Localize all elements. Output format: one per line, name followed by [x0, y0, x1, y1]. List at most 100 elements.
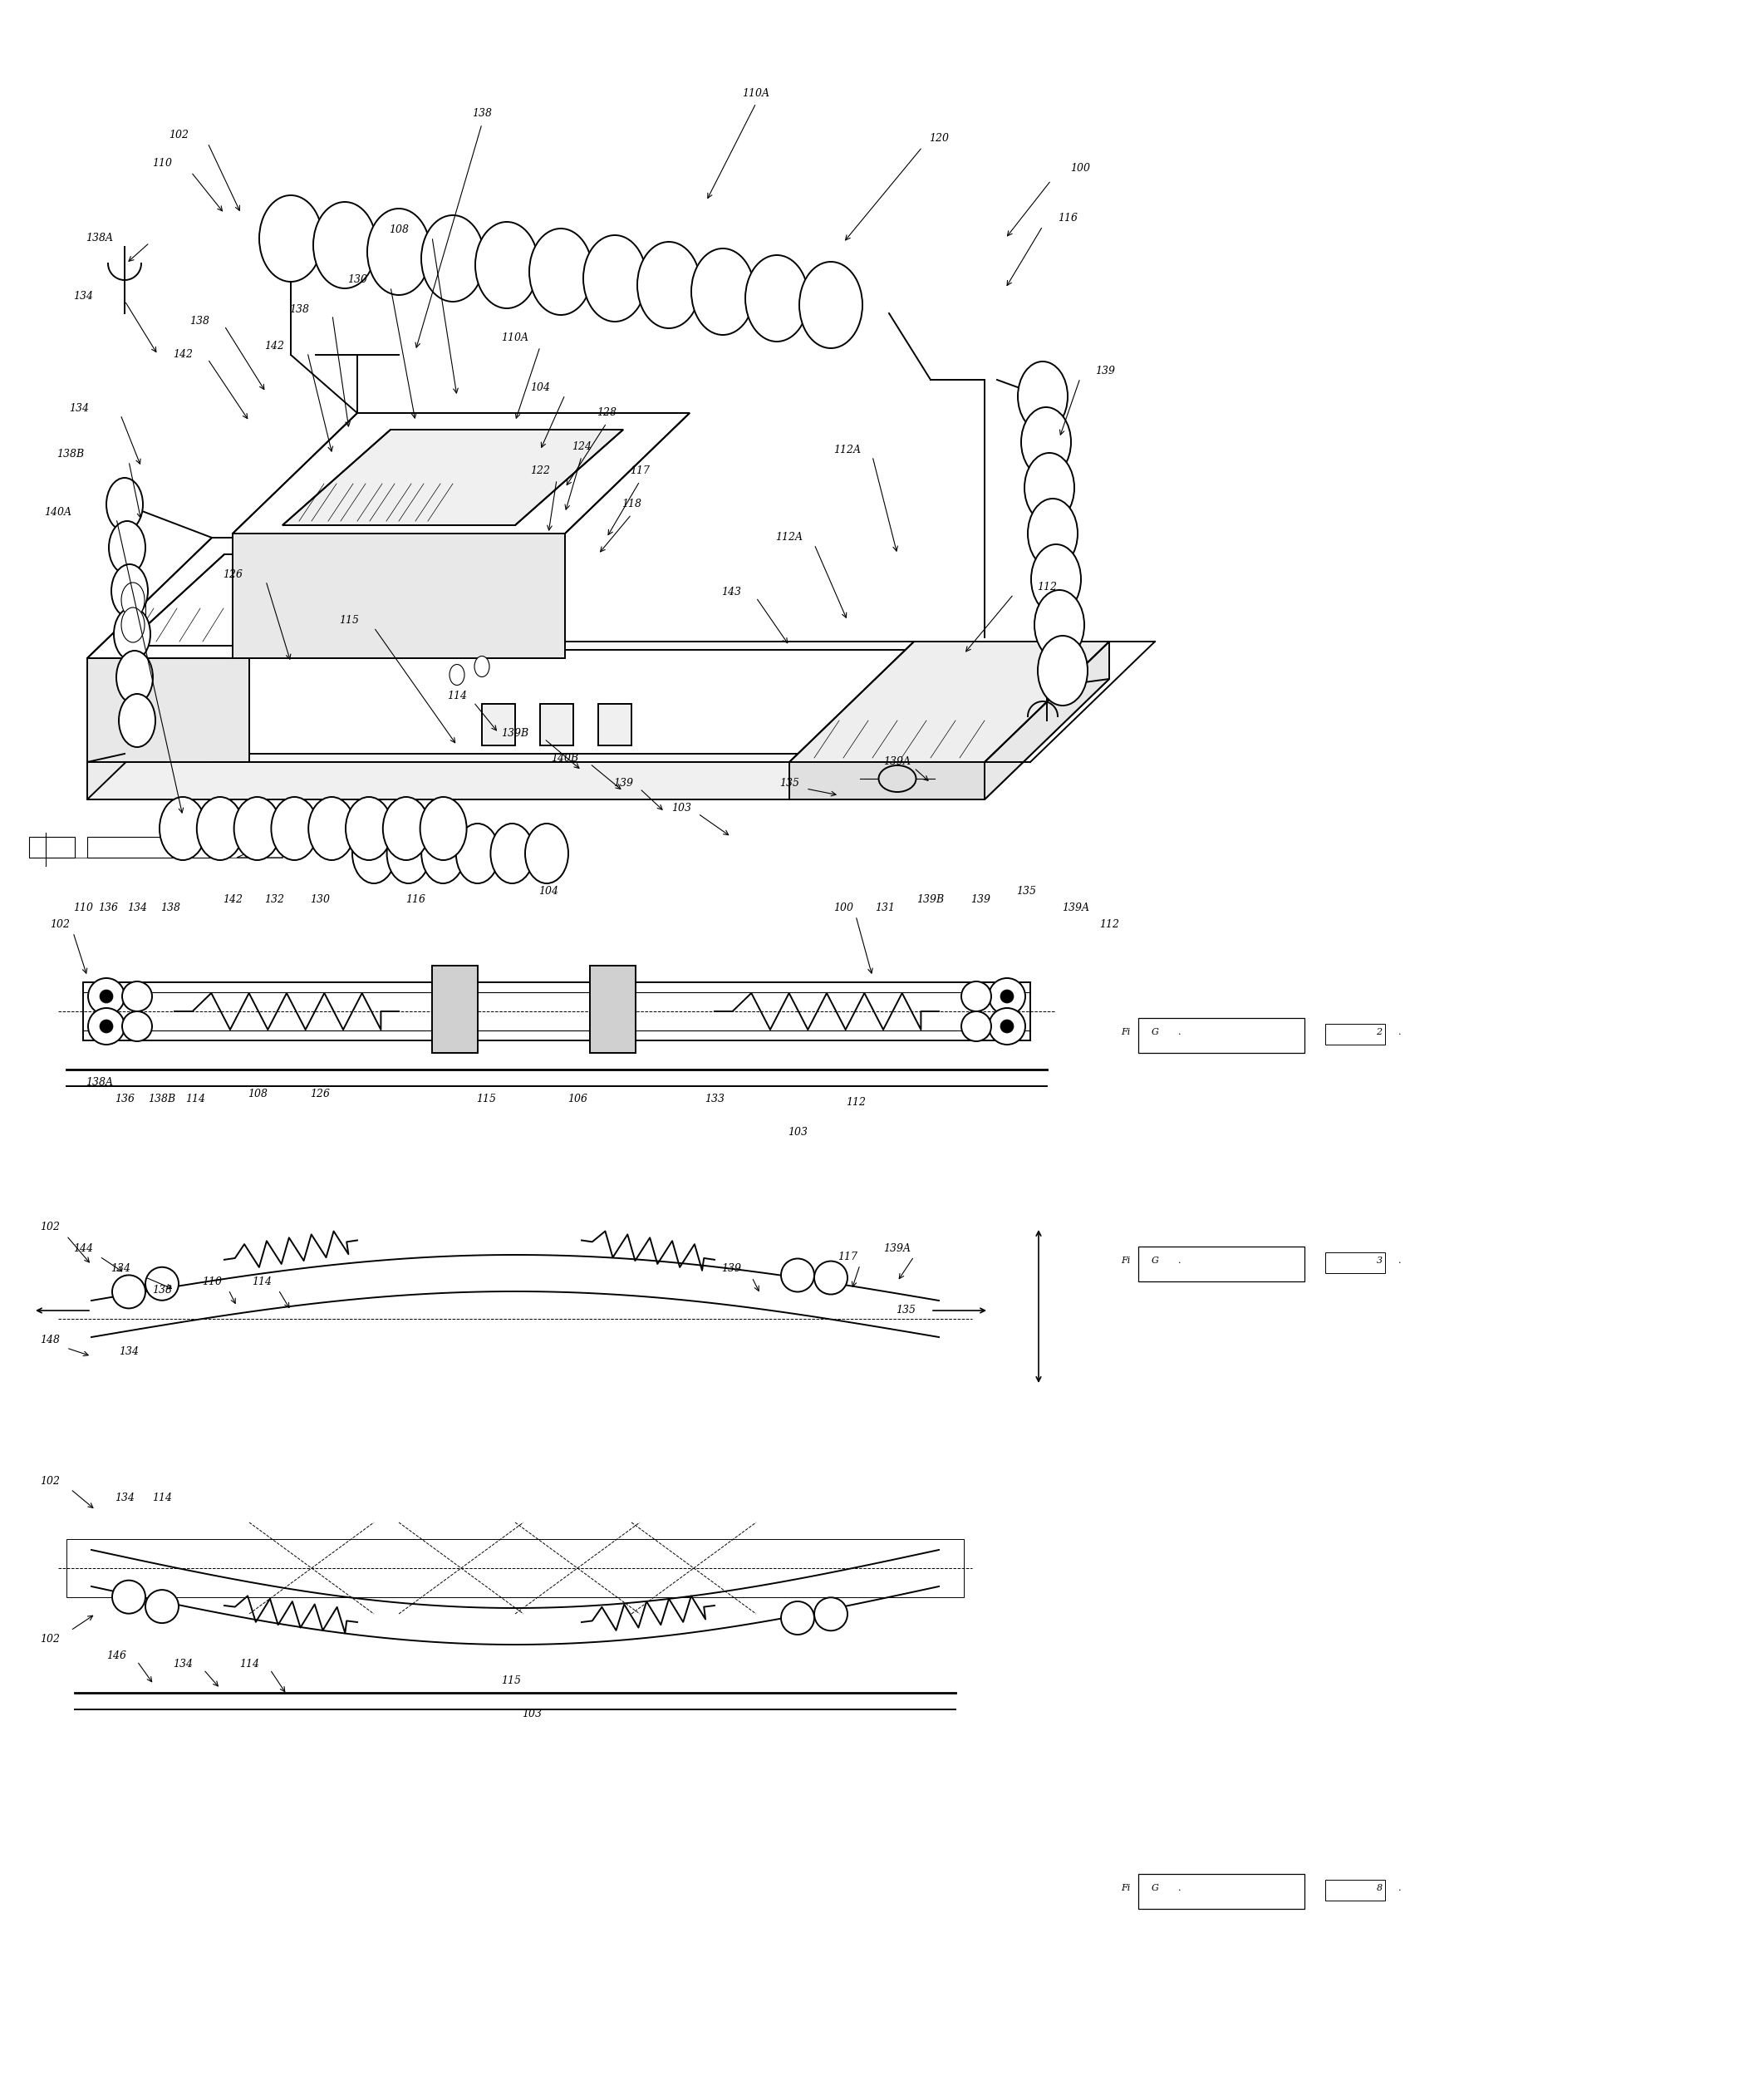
Text: 100: 100 — [834, 903, 853, 913]
Ellipse shape — [112, 565, 148, 617]
Ellipse shape — [450, 664, 464, 685]
Text: 3: 3 — [1376, 1256, 1383, 1264]
Text: 104: 104 — [530, 382, 549, 393]
Text: 142: 142 — [173, 349, 194, 361]
Ellipse shape — [108, 521, 145, 573]
Bar — [1325, 1879, 1385, 1900]
Text: 116: 116 — [1057, 212, 1078, 223]
Text: 115: 115 — [338, 615, 359, 626]
Text: .: . — [1399, 1029, 1402, 1035]
Text: 112A: 112A — [834, 445, 862, 456]
Polygon shape — [87, 643, 1109, 762]
Text: 139: 139 — [1095, 365, 1114, 376]
Text: 102: 102 — [40, 1634, 59, 1644]
Text: Fi: Fi — [1121, 1256, 1130, 1264]
Text: .: . — [1179, 1256, 1181, 1264]
Text: 143: 143 — [722, 586, 741, 596]
Ellipse shape — [879, 764, 916, 792]
Bar — [1139, 1247, 1305, 1281]
Text: 117: 117 — [837, 1252, 858, 1262]
Ellipse shape — [113, 607, 150, 662]
Ellipse shape — [476, 223, 539, 309]
Circle shape — [814, 1598, 848, 1632]
Ellipse shape — [122, 582, 145, 617]
Text: 139A: 139A — [884, 756, 910, 766]
Text: 138: 138 — [152, 1285, 173, 1296]
Circle shape — [99, 1021, 113, 1033]
Ellipse shape — [272, 798, 317, 861]
Ellipse shape — [1034, 590, 1085, 659]
Circle shape — [989, 979, 1025, 1014]
Circle shape — [99, 989, 113, 1004]
Text: 134: 134 — [127, 903, 146, 913]
Text: 114: 114 — [446, 691, 467, 701]
Ellipse shape — [159, 798, 206, 861]
Text: 108: 108 — [248, 1090, 267, 1100]
Text: G: G — [1151, 1256, 1158, 1264]
Text: 102: 102 — [40, 1222, 59, 1233]
Circle shape — [122, 981, 152, 1012]
Circle shape — [89, 1008, 124, 1044]
Bar — [87, 836, 220, 857]
Text: 139A: 139A — [884, 1243, 910, 1254]
Text: 106: 106 — [567, 1094, 588, 1105]
Text: 133: 133 — [705, 1094, 724, 1105]
Text: 116: 116 — [405, 895, 426, 905]
Bar — [481, 704, 514, 746]
Ellipse shape — [309, 798, 356, 861]
Bar — [1139, 1873, 1305, 1909]
Text: 138: 138 — [160, 903, 180, 913]
Bar — [1325, 1025, 1385, 1044]
Ellipse shape — [799, 262, 863, 349]
Ellipse shape — [745, 254, 809, 342]
Ellipse shape — [420, 798, 467, 861]
Text: 134: 134 — [119, 1346, 140, 1357]
Text: 131: 131 — [875, 903, 895, 913]
Circle shape — [112, 1275, 145, 1308]
Text: 115: 115 — [476, 1094, 495, 1105]
Polygon shape — [124, 554, 333, 645]
Ellipse shape — [422, 823, 464, 884]
Bar — [433, 966, 478, 1052]
Polygon shape — [232, 533, 565, 657]
Text: Fi: Fi — [1121, 1884, 1130, 1892]
Text: 135: 135 — [780, 777, 799, 788]
Text: 138: 138 — [290, 304, 309, 315]
Circle shape — [961, 1012, 991, 1042]
Text: 139B: 139B — [501, 727, 528, 739]
Polygon shape — [87, 762, 985, 800]
Text: 112: 112 — [846, 1098, 865, 1109]
Text: 102: 102 — [51, 918, 70, 930]
Ellipse shape — [691, 248, 755, 334]
Ellipse shape — [368, 208, 431, 294]
Polygon shape — [87, 657, 249, 762]
Ellipse shape — [119, 693, 155, 748]
Text: 115: 115 — [501, 1676, 521, 1686]
Ellipse shape — [490, 823, 534, 884]
Text: 8: 8 — [1376, 1884, 1383, 1892]
Text: 139: 139 — [614, 777, 633, 788]
Text: 142: 142 — [223, 895, 242, 905]
Text: 102: 102 — [169, 130, 188, 141]
Text: .: . — [1399, 1884, 1402, 1892]
Text: 138A: 138A — [85, 233, 113, 244]
Text: .: . — [1399, 1256, 1402, 1264]
Ellipse shape — [455, 823, 499, 884]
Text: 134: 134 — [110, 1264, 131, 1275]
Text: 134: 134 — [70, 403, 89, 414]
Text: 138A: 138A — [85, 1077, 113, 1088]
Text: 138B: 138B — [148, 1094, 176, 1105]
Ellipse shape — [197, 798, 242, 861]
Text: 120: 120 — [930, 134, 949, 145]
Text: 102: 102 — [40, 1476, 59, 1487]
Circle shape — [89, 979, 124, 1014]
Circle shape — [145, 1590, 178, 1623]
Text: .: . — [1179, 1884, 1181, 1892]
Text: 139: 139 — [970, 895, 991, 905]
Text: 110A: 110A — [502, 332, 528, 344]
Polygon shape — [283, 430, 623, 525]
Text: 138B: 138B — [58, 449, 84, 460]
Ellipse shape — [352, 823, 396, 884]
Text: 117: 117 — [630, 466, 651, 477]
Bar — [589, 966, 635, 1052]
